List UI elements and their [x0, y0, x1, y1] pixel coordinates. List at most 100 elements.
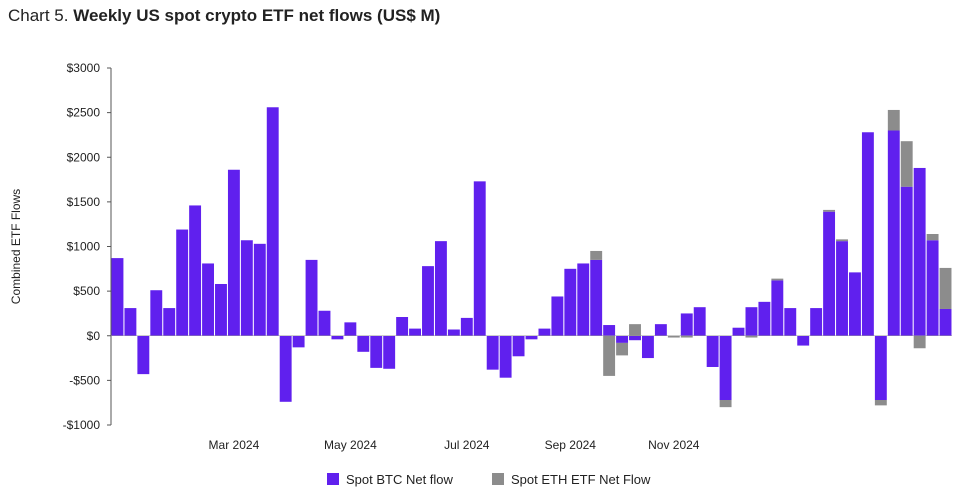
legend-label-eth: Spot ETH ETF Net Flow [511, 472, 651, 487]
btc-bar [836, 241, 848, 336]
btc-bar [551, 296, 564, 336]
y-tick-label: $3000 [67, 61, 101, 75]
eth-bar [590, 250, 603, 260]
btc-bar [499, 335, 512, 378]
btc-bar [913, 167, 926, 336]
btc-bar [900, 186, 913, 336]
legend-label-btc: Spot BTC Net flow [346, 472, 454, 487]
chart-title-prefix: Chart 5. [8, 6, 74, 25]
eth-bar [900, 141, 913, 187]
btc-bar [279, 335, 292, 402]
btc-bar [266, 107, 279, 336]
y-tick-label: $1000 [67, 240, 101, 254]
btc-bar [629, 335, 641, 341]
btc-bar [357, 335, 370, 352]
btc-bar [176, 229, 189, 336]
btc-bar [215, 283, 227, 336]
y-tick-label: $2000 [67, 150, 101, 164]
chart-title-text: Weekly US spot crypto ETF net flows (US$… [73, 6, 441, 25]
eth-bar [836, 239, 848, 242]
btc-bar [706, 335, 719, 367]
btc-bar [137, 335, 150, 375]
y-tick-label: $500 [73, 284, 100, 298]
btc-bar [564, 268, 577, 336]
btc-bar [654, 324, 667, 336]
btc-bar [344, 322, 357, 336]
btc-bar [861, 132, 874, 336]
btc-bar [409, 328, 421, 336]
btc-bar [771, 280, 784, 336]
y-tick-label: -$1000 [63, 418, 101, 432]
btc-bar [318, 310, 331, 336]
btc-bar [810, 308, 823, 336]
eth-bar [823, 209, 836, 212]
btc-bar [396, 317, 409, 336]
btc-bar [486, 335, 499, 370]
btc-bar [189, 205, 202, 336]
btc-bar [525, 335, 538, 340]
btc-bar [370, 335, 383, 368]
x-tick-label: Nov 2024 [648, 438, 700, 452]
eth-bar [926, 234, 939, 241]
btc-bar [823, 211, 836, 336]
x-tick-label: Mar 2024 [209, 438, 260, 452]
btc-bar [111, 258, 124, 336]
chart-title: Chart 5. Weekly US spot crypto ETF net f… [8, 6, 440, 26]
y-tick-label: $0 [87, 329, 101, 343]
btc-bar [240, 240, 253, 336]
btc-bar [680, 313, 693, 336]
btc-bar [590, 259, 603, 336]
btc-bar [538, 328, 551, 336]
x-tick-label: May 2024 [324, 438, 377, 452]
eth-bar [771, 278, 784, 281]
btc-bar [292, 335, 305, 348]
eth-bar [719, 400, 732, 408]
btc-bar [797, 335, 810, 346]
btc-bar [693, 307, 706, 336]
btc-bar [784, 308, 797, 336]
btc-bar [512, 335, 525, 357]
eth-bar [616, 342, 629, 356]
eth-bar [629, 324, 641, 336]
btc-bar [422, 266, 434, 336]
btc-bar [874, 335, 887, 401]
btc-bar [383, 335, 396, 369]
eth-bar [603, 335, 616, 376]
btc-bar [887, 130, 900, 336]
eth-bar [887, 109, 900, 131]
btc-bar [227, 169, 240, 336]
eth-bar [913, 335, 926, 349]
btc-bar [150, 290, 163, 336]
legend-swatch-btc [327, 473, 339, 485]
y-tick-label: $1500 [67, 195, 101, 209]
btc-bar [641, 335, 654, 359]
btc-bar [849, 272, 861, 336]
btc-bar [758, 301, 771, 336]
btc-bar [745, 307, 758, 336]
eth-bar [680, 335, 693, 338]
btc-bar [473, 181, 486, 336]
btc-bar [331, 335, 344, 340]
x-tick-label: Sep 2024 [545, 438, 597, 452]
y-tick-label: -$500 [69, 373, 100, 387]
btc-bar [305, 259, 318, 336]
btc-bar [253, 243, 266, 336]
btc-bar [460, 317, 473, 336]
eth-bar [874, 400, 887, 406]
eth-bar [939, 267, 952, 309]
btc-bar [202, 263, 214, 336]
legend-swatch-eth [492, 473, 504, 485]
x-tick-label: Jul 2024 [444, 438, 490, 452]
eth-bar [667, 335, 680, 338]
btc-bar [603, 325, 616, 336]
btc-bar [616, 335, 629, 343]
btc-bar [732, 327, 745, 336]
y-tick-label: $2500 [67, 106, 101, 120]
btc-bar [577, 263, 590, 336]
btc-bar [939, 308, 952, 336]
btc-bar [926, 240, 939, 336]
btc-bar [163, 308, 176, 336]
eth-bar [745, 335, 758, 338]
